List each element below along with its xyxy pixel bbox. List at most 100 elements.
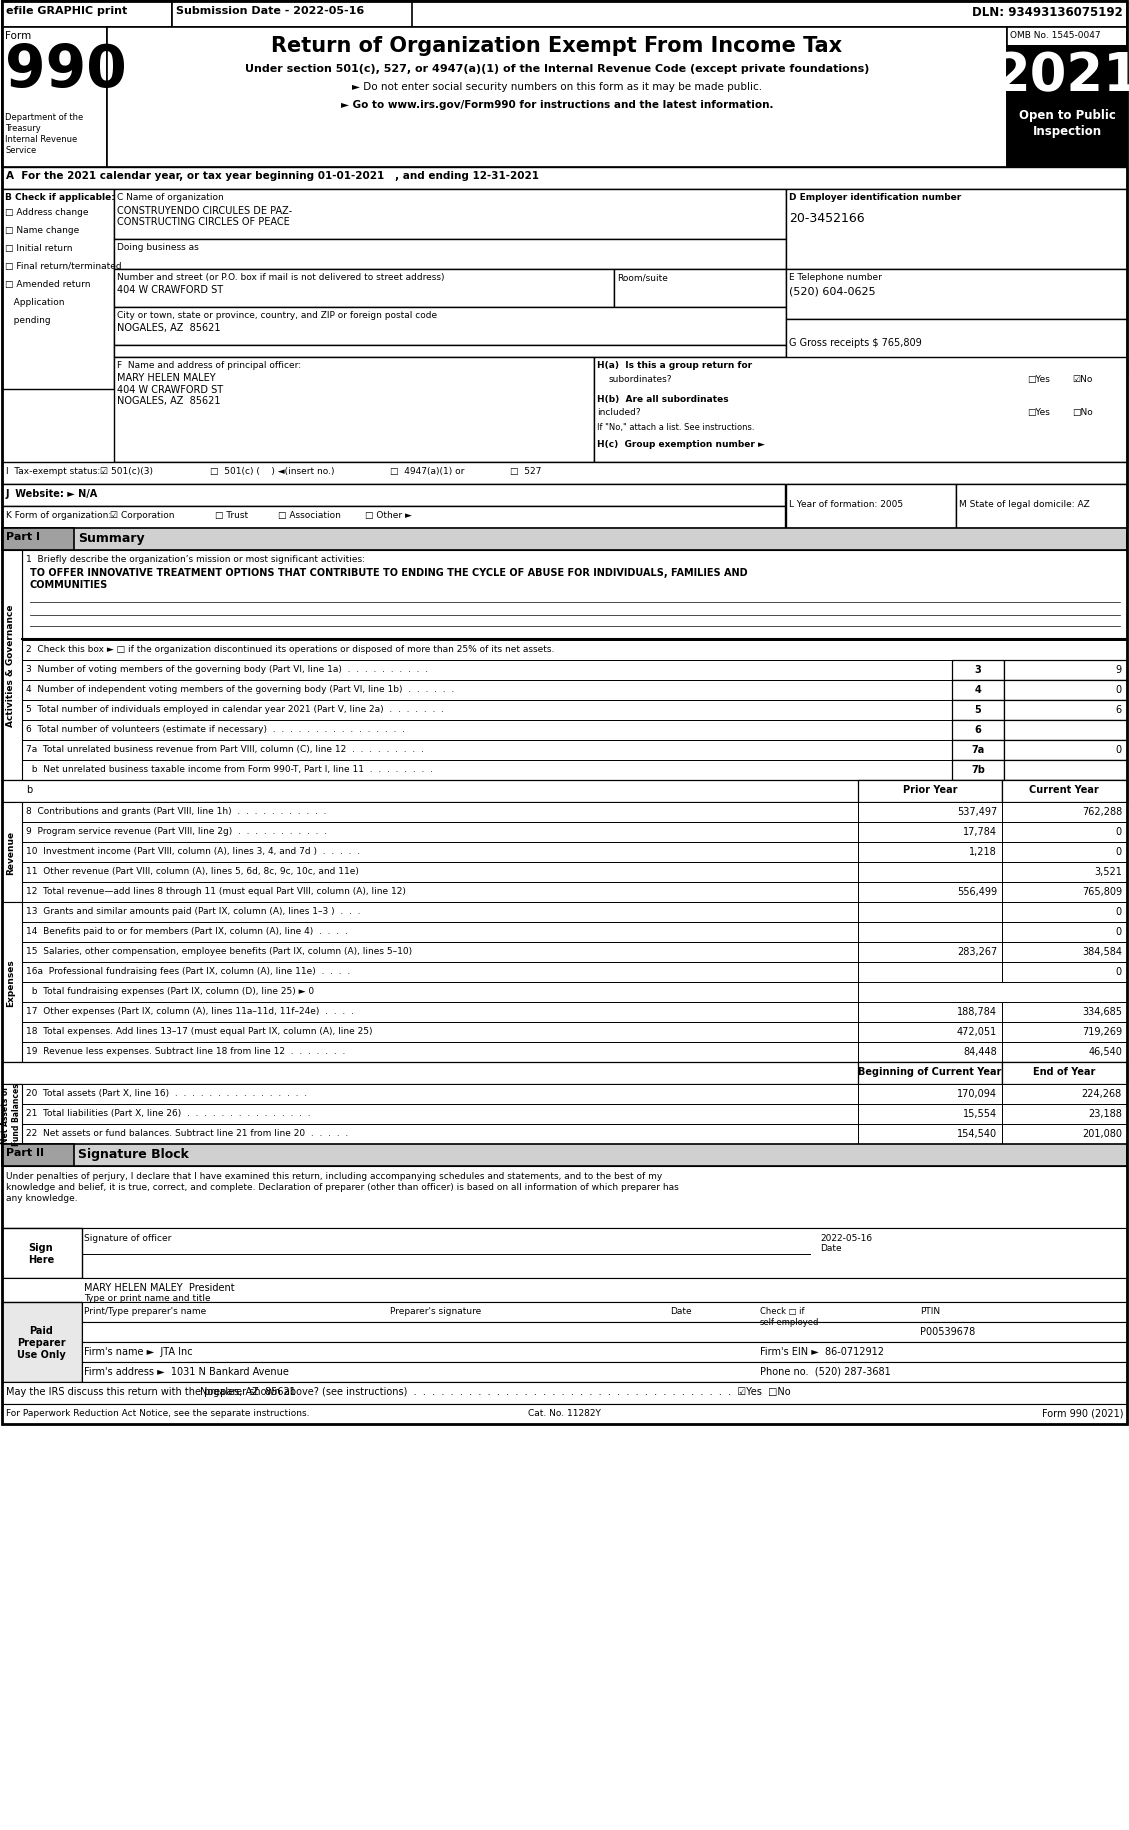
Bar	[21, 551, 1127, 640]
Text: 0: 0	[1115, 906, 1122, 917]
Text: ► Do not enter social security numbers on this form as it may be made public.: ► Do not enter social security numbers o…	[352, 82, 762, 92]
Bar	[21, 701, 952, 721]
Bar	[858, 1103, 1003, 1124]
Text: b  Total fundraising expenses (Part IX, column (D), line 25) ► 0: b Total fundraising expenses (Part IX, c…	[26, 986, 314, 996]
Text: 472,051: 472,051	[956, 1027, 997, 1036]
Text: Number and street (or P.O. box if mail is not delivered to street address): Number and street (or P.O. box if mail i…	[117, 273, 445, 282]
Text: Summary: Summary	[78, 533, 145, 545]
Bar	[858, 1063, 1003, 1085]
Text: 10  Investment income (Part VIII, column (A), lines 3, 4, and 7d )  .  .  .  .  : 10 Investment income (Part VIII, column …	[26, 847, 360, 856]
Text: 6: 6	[1115, 705, 1122, 714]
Bar	[114, 359, 594, 463]
Text: M State of legal domicile: AZ: M State of legal domicile: AZ	[959, 500, 1089, 509]
Text: 990: 990	[5, 42, 126, 99]
Bar	[614, 269, 786, 307]
Text: 19  Revenue less expenses. Subtract line 18 from line 12  .  .  .  .  .  .  .: 19 Revenue less expenses. Subtract line …	[26, 1047, 345, 1056]
Bar	[1003, 822, 1127, 842]
Bar	[114, 240, 786, 269]
Bar	[21, 721, 952, 741]
Text: 7a  Total unrelated business revenue from Part VIII, column (C), line 12  .  .  : 7a Total unrelated business revenue from…	[26, 745, 423, 754]
Text: □No: □No	[1073, 408, 1093, 417]
Bar	[2, 485, 785, 507]
Bar	[1004, 661, 1127, 681]
Bar	[2, 27, 107, 168]
Text: 334,685: 334,685	[1082, 1007, 1122, 1016]
Text: 84,448: 84,448	[963, 1047, 997, 1056]
Text: Department of the
Treasury
Internal Revenue
Service: Department of the Treasury Internal Reve…	[5, 113, 84, 156]
Bar	[21, 862, 858, 882]
Bar	[956, 485, 1127, 529]
Text: F  Name and address of principal officer:: F Name and address of principal officer:	[117, 361, 301, 370]
Bar	[952, 741, 1004, 761]
Text: J  Website: ► N/A: J Website: ► N/A	[6, 489, 98, 500]
Text: 556,499: 556,499	[957, 886, 997, 897]
Text: 3: 3	[974, 664, 981, 675]
Bar	[21, 822, 858, 842]
Text: Revenue: Revenue	[7, 831, 16, 875]
Bar	[858, 1085, 1003, 1103]
Bar	[1003, 1043, 1127, 1063]
Bar	[1003, 1103, 1127, 1124]
Text: 1  Briefly describe the organization’s mission or most significant activities:: 1 Briefly describe the organization’s mi…	[26, 554, 365, 564]
Text: b: b	[26, 785, 33, 794]
Bar	[21, 761, 952, 781]
Text: 15,554: 15,554	[963, 1109, 997, 1118]
Bar	[952, 661, 1004, 681]
Text: 9: 9	[1115, 664, 1122, 675]
Bar	[858, 963, 1003, 983]
Text: PTIN: PTIN	[920, 1307, 940, 1316]
Text: 14  Benefits paid to or for members (Part IX, column (A), line 4)  .  .  .  .: 14 Benefits paid to or for members (Part…	[26, 926, 348, 935]
Bar	[2, 529, 75, 551]
Bar	[1007, 46, 1127, 106]
Bar	[952, 681, 1004, 701]
Text: MARY HELEN MALEY: MARY HELEN MALEY	[117, 373, 216, 382]
Bar	[2, 2, 1127, 27]
Text: 7a: 7a	[971, 745, 984, 754]
Bar	[1003, 1023, 1127, 1043]
Text: H(a)  Is this a group return for: H(a) Is this a group return for	[597, 361, 752, 370]
Text: D Employer identification number: D Employer identification number	[789, 192, 961, 201]
Text: CONSTRUCTING CIRCLES OF PEACE: CONSTRUCTING CIRCLES OF PEACE	[117, 218, 290, 227]
Text: 0: 0	[1115, 926, 1122, 937]
Text: included?: included?	[597, 408, 640, 417]
Bar	[82, 1303, 1127, 1323]
Text: City or town, state or province, country, and ZIP or foreign postal code: City or town, state or province, country…	[117, 311, 437, 320]
Text: 12  Total revenue—add lines 8 through 11 (must equal Part VIII, column (A), line: 12 Total revenue—add lines 8 through 11 …	[26, 886, 405, 895]
Bar	[82, 1382, 1127, 1402]
Text: □  527: □ 527	[510, 467, 542, 476]
Text: Under section 501(c), 527, or 4947(a)(1) of the Internal Revenue Code (except pr: Under section 501(c), 527, or 4947(a)(1)…	[245, 64, 869, 73]
Bar	[21, 963, 858, 983]
Text: 765,809: 765,809	[1082, 886, 1122, 897]
Text: 15  Salaries, other compensation, employee benefits (Part IX, column (A), lines : 15 Salaries, other compensation, employe…	[26, 946, 412, 955]
Text: 0: 0	[1115, 966, 1122, 977]
Text: Check □ if
self-employed: Check □ if self-employed	[760, 1307, 820, 1327]
Text: □Yes: □Yes	[1027, 408, 1050, 417]
Bar	[1004, 681, 1127, 701]
Text: 6  Total number of volunteers (estimate if necessary)  .  .  .  .  .  .  .  .  .: 6 Total number of volunteers (estimate i…	[26, 725, 405, 734]
Bar	[2, 1063, 1127, 1085]
Text: 0: 0	[1115, 827, 1122, 836]
Bar	[858, 862, 1003, 882]
Text: 2022-05-16: 2022-05-16	[820, 1233, 872, 1243]
Text: 0: 0	[1115, 684, 1122, 695]
Text: Signature of officer: Signature of officer	[84, 1233, 172, 1243]
Text: Paid
Preparer
Use Only: Paid Preparer Use Only	[17, 1325, 65, 1360]
Text: 188,784: 188,784	[957, 1007, 997, 1016]
Text: OMB No. 1545-0047: OMB No. 1545-0047	[1010, 31, 1101, 40]
Bar	[952, 701, 1004, 721]
Bar	[1003, 862, 1127, 882]
Text: CONSTRUYENDO CIRCULES DE PAZ-: CONSTRUYENDO CIRCULES DE PAZ-	[117, 207, 292, 216]
Text: Net Assets or
Fund Balances: Net Assets or Fund Balances	[1, 1083, 20, 1146]
Text: MARY HELEN MALEY  President: MARY HELEN MALEY President	[84, 1283, 235, 1292]
Text: 404 W CRAWFORD ST: 404 W CRAWFORD ST	[117, 384, 224, 395]
Text: Expenses: Expenses	[7, 959, 16, 1007]
Bar	[952, 721, 1004, 741]
Text: 2021: 2021	[994, 49, 1129, 102]
Bar	[21, 1003, 858, 1023]
Bar	[21, 902, 858, 922]
Text: Part I: Part I	[6, 533, 40, 542]
Text: 11  Other revenue (Part VIII, column (A), lines 5, 6d, 8c, 9c, 10c, and 11e): 11 Other revenue (Part VIII, column (A),…	[26, 867, 359, 875]
Bar	[2, 463, 1127, 485]
Text: E Telephone number: E Telephone number	[789, 273, 882, 282]
Text: pending: pending	[5, 317, 51, 324]
